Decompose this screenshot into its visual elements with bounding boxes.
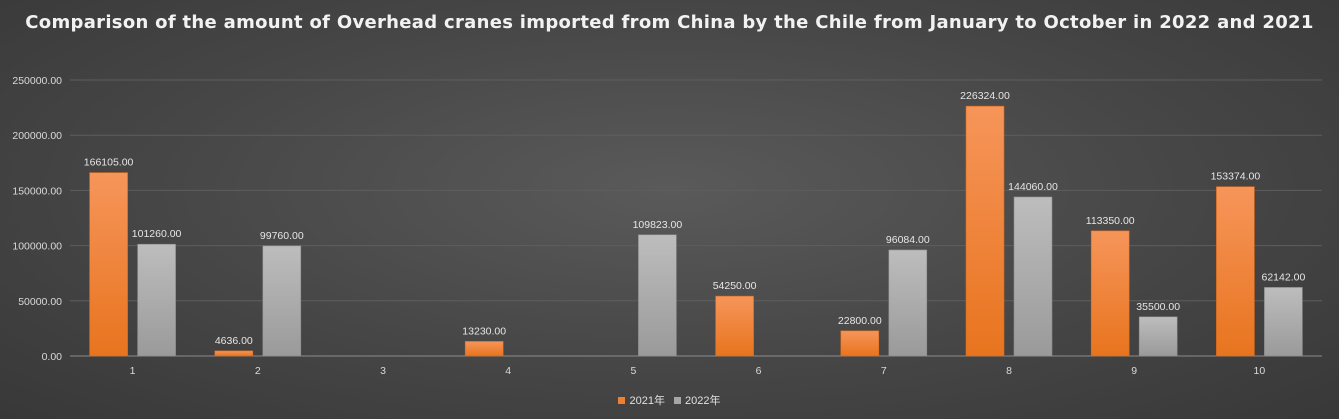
data-label: 4636.00 [215,335,253,347]
x-tick-label: 2 [255,365,261,377]
bar-series-2-cat-1 [137,243,176,357]
data-label: 62142.00 [1262,271,1306,283]
bar-series-1-cat-8 [965,105,1005,357]
bar-series-2-cat-5 [638,234,677,357]
y-tick-label: 0.00 [42,351,63,363]
x-tick-label: 9 [1131,365,1137,377]
bar-series-2-cat-7 [888,249,928,357]
data-label: 99760.00 [260,230,304,242]
bar-series-1-cat-7 [840,330,880,357]
data-label: 166105.00 [84,157,134,169]
x-tick-label: 10 [1254,365,1266,377]
bar-series-2-cat-2 [262,245,302,357]
bar-series-1-cat-6 [715,295,754,357]
bar-series-2-cat-8 [1013,196,1053,357]
bar-series-2-cat-9 [1138,316,1178,357]
x-tick-label: 3 [380,365,386,377]
x-tick-label: 5 [630,365,636,377]
legend-label-series-2: 2022年 [685,395,721,407]
bar-series-1-cat-1 [89,172,128,357]
legend-label-series-1: 2021年 [629,395,665,407]
legend-item-series-1: 2021年 [618,392,665,408]
y-tick-label: 50000.00 [18,296,62,308]
bar-series-1-cat-9 [1090,230,1130,357]
bar-series-1-cat-10 [1216,186,1255,357]
legend-swatch-series-2 [674,397,682,404]
data-label: 101260.00 [132,228,182,240]
y-tick-label: 100000.00 [12,241,62,253]
bar-series-1-cat-2 [214,350,254,357]
x-tick-label: 4 [505,365,511,377]
chart-legend: 2021年 2022年 [0,392,1339,408]
data-label: 35500.00 [1136,301,1180,313]
data-label: 153374.00 [1211,171,1261,183]
data-label: 54250.00 [713,280,757,292]
data-label: 109823.00 [633,219,683,231]
data-label: 96084.00 [886,234,930,246]
legend-item-series-2: 2022年 [674,392,721,408]
y-tick-label: 150000.00 [12,185,62,197]
y-tick-label: 250000.00 [12,75,62,87]
x-tick-label: 8 [1006,365,1012,377]
legend-swatch-series-1 [618,397,626,404]
x-tick-label: 1 [130,365,136,377]
data-label: 144060.00 [1008,181,1058,193]
data-label: 22800.00 [838,315,882,327]
x-tick-label: 6 [756,365,762,377]
data-label: 113350.00 [1086,215,1135,227]
data-label: 226324.00 [960,90,1010,102]
x-tick-label: 7 [881,365,887,377]
chart-title: Comparison of the amount of Overhead cra… [25,12,1314,33]
data-label: 13230.00 [462,325,506,337]
bar-series-1-cat-4 [464,341,504,357]
bar-series-2-cat-10 [1264,287,1303,357]
y-tick-label: 200000.00 [12,130,62,142]
